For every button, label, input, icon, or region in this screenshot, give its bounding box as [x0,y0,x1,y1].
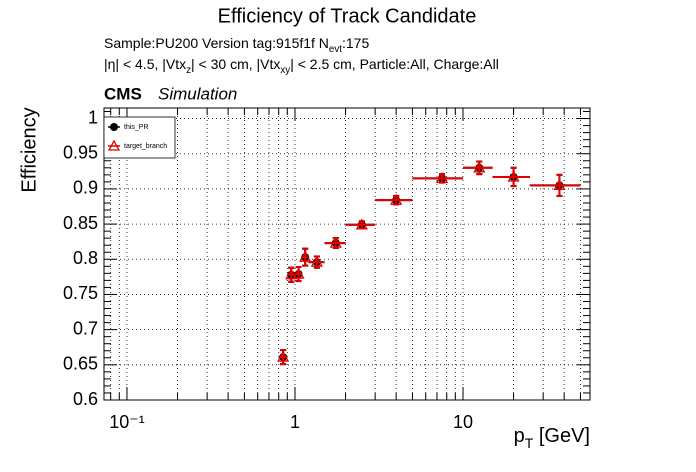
experiment-note: Simulation [158,84,237,103]
marker [390,193,403,205]
x-axis-label: pT [GeV] [514,425,590,450]
text-part: :175 [342,35,369,51]
info-line: |η| < 4.5, |Vtxz| < 30 cm, |Vtxxy| < 2.5… [104,56,499,76]
y-tick-label: 0.8 [73,248,98,268]
marker [277,350,290,362]
text-part: [GeV] [533,425,590,447]
y-tick-label: 0.9 [73,178,98,198]
text-part: | < 2.5 cm, Particle:All, Charge:All [290,56,499,72]
text-part: |η| < 4.5, |Vtx [104,56,186,72]
legend-label: target_branch [124,143,167,150]
y-axis-label: Efficiency [18,107,40,192]
plot-frame [103,107,591,401]
y-tick-label: 0.7 [73,318,98,338]
text-part: Sample:PU200 Version tag:915f1f N [104,35,329,51]
marker [553,179,566,191]
marker [355,218,368,230]
chart-title: Efficiency of Track Candidate [218,5,477,27]
marker [292,267,305,279]
x-tick-label: 10 [453,412,473,432]
info-line: Sample:PU200 Version tag:915f1f Nevt:175 [104,35,369,55]
subscript: z [186,64,191,75]
text-part: p [514,425,525,447]
marker [435,172,449,184]
x-tick-label: 1 [290,412,300,432]
legend-marker [107,139,121,151]
subscript: T [525,435,534,451]
y-tick-label: 0.75 [63,283,98,303]
marker [285,268,298,280]
y-tick-label: 0.6 [73,389,98,409]
y-tick-label: 0.85 [63,213,98,233]
y-tick-label: 1 [88,107,98,127]
y-tick-label: 0.65 [63,354,98,374]
marker [329,236,342,248]
subscript: evt [329,43,342,54]
y-tick-label: 0.95 [63,142,98,162]
x-tick-label: 10⁻¹ [109,412,145,432]
legend-marker [110,123,118,131]
marker [507,170,520,182]
marker [299,250,312,262]
subscript: xy [280,64,290,75]
legend-label: this_PR [124,124,149,131]
marker [473,161,486,173]
marker [310,255,323,267]
experiment: CMS [104,84,142,103]
text-part: | < 30 cm, |Vtx [191,56,280,72]
